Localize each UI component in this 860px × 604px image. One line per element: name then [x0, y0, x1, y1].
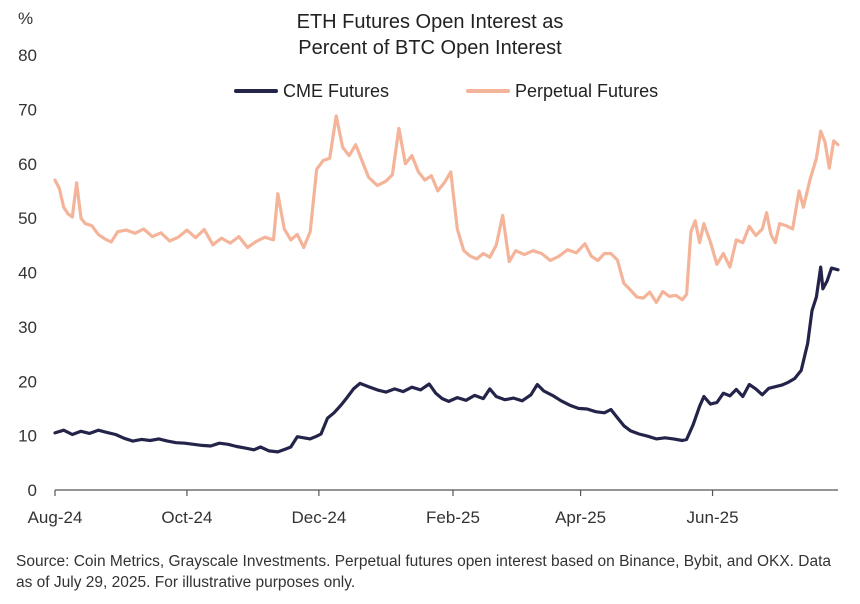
series-line-perpetual-futures — [53, 114, 840, 304]
series-line-cme-futures — [53, 265, 840, 454]
chart-subtitle: Percent of BTC Open Interest — [298, 37, 562, 59]
x-tick-label-Apr-25: Apr-25 — [555, 508, 606, 527]
y-tick-label-10: 10 — [18, 427, 37, 446]
legend-label-perpetual-futures: Perpetual Futures — [515, 81, 658, 101]
y-tick-label-0: 0 — [28, 481, 37, 500]
y-tick-label-60: 60 — [18, 155, 37, 174]
y-tick-label-20: 20 — [18, 372, 37, 391]
x-tick-label-Dec-24: Dec-24 — [291, 508, 346, 527]
x-tick-label-Feb-25: Feb-25 — [426, 508, 480, 527]
source-note: Source: Coin Metrics, Grayscale Investme… — [16, 553, 832, 591]
x-axis-ticks: Aug-24 Oct-24 Dec-24 Feb-25 Apr-25 Jun-25 — [28, 490, 739, 527]
y-tick-label-80: 80 — [18, 46, 37, 65]
y-tick-label-50: 50 — [18, 209, 37, 228]
x-tick-label-Oct-24: Oct-24 — [161, 508, 212, 527]
y-tick-label-70: 70 — [18, 100, 37, 119]
legend-label-cme-futures: CME Futures — [283, 81, 389, 101]
x-tick-label-Jun-25: Jun-25 — [687, 508, 739, 527]
y-axis-ticks: 0 10 20 30 40 50 60 70 80 — [18, 46, 37, 500]
chart-title: ETH Futures Open Interest as — [297, 11, 564, 33]
legend: CME Futures Perpetual Futures — [234, 81, 658, 101]
y-tick-label-40: 40 — [18, 264, 37, 283]
series-lines — [53, 114, 840, 454]
x-tick-label-Aug-24: Aug-24 — [28, 508, 83, 527]
y-tick-label-30: 30 — [18, 318, 37, 337]
y-axis-label: % — [18, 9, 33, 28]
